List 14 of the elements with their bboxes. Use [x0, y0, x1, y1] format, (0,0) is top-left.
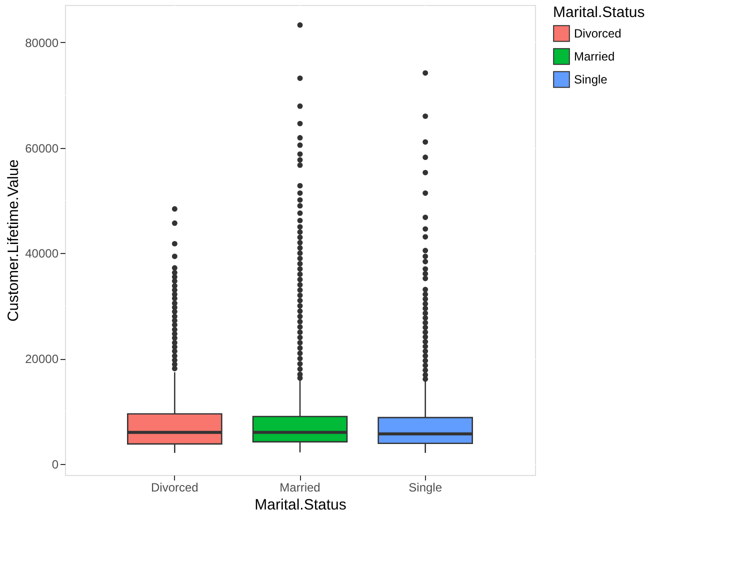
x-tick-label: Single: [408, 480, 442, 494]
y-tick-label: 80000: [25, 36, 59, 50]
y-tick-label: 0: [52, 457, 59, 472]
legend-label: Married: [574, 50, 615, 64]
legend-label: Single: [574, 72, 608, 86]
y-tick-label: 40000: [25, 246, 59, 261]
y-axis-title: Customer.Lifetime.Value: [5, 159, 22, 322]
x-axis-title: Marital.Status: [254, 496, 346, 514]
legend-title: Marital.Status: [553, 4, 645, 21]
y-tick-label: 20000: [25, 352, 59, 366]
x-tick-label: Divorced: [150, 480, 198, 494]
x-tick-label: Married: [280, 480, 320, 494]
legend-label: Divorced: [574, 26, 622, 40]
y-tick-label: 60000: [25, 141, 59, 156]
